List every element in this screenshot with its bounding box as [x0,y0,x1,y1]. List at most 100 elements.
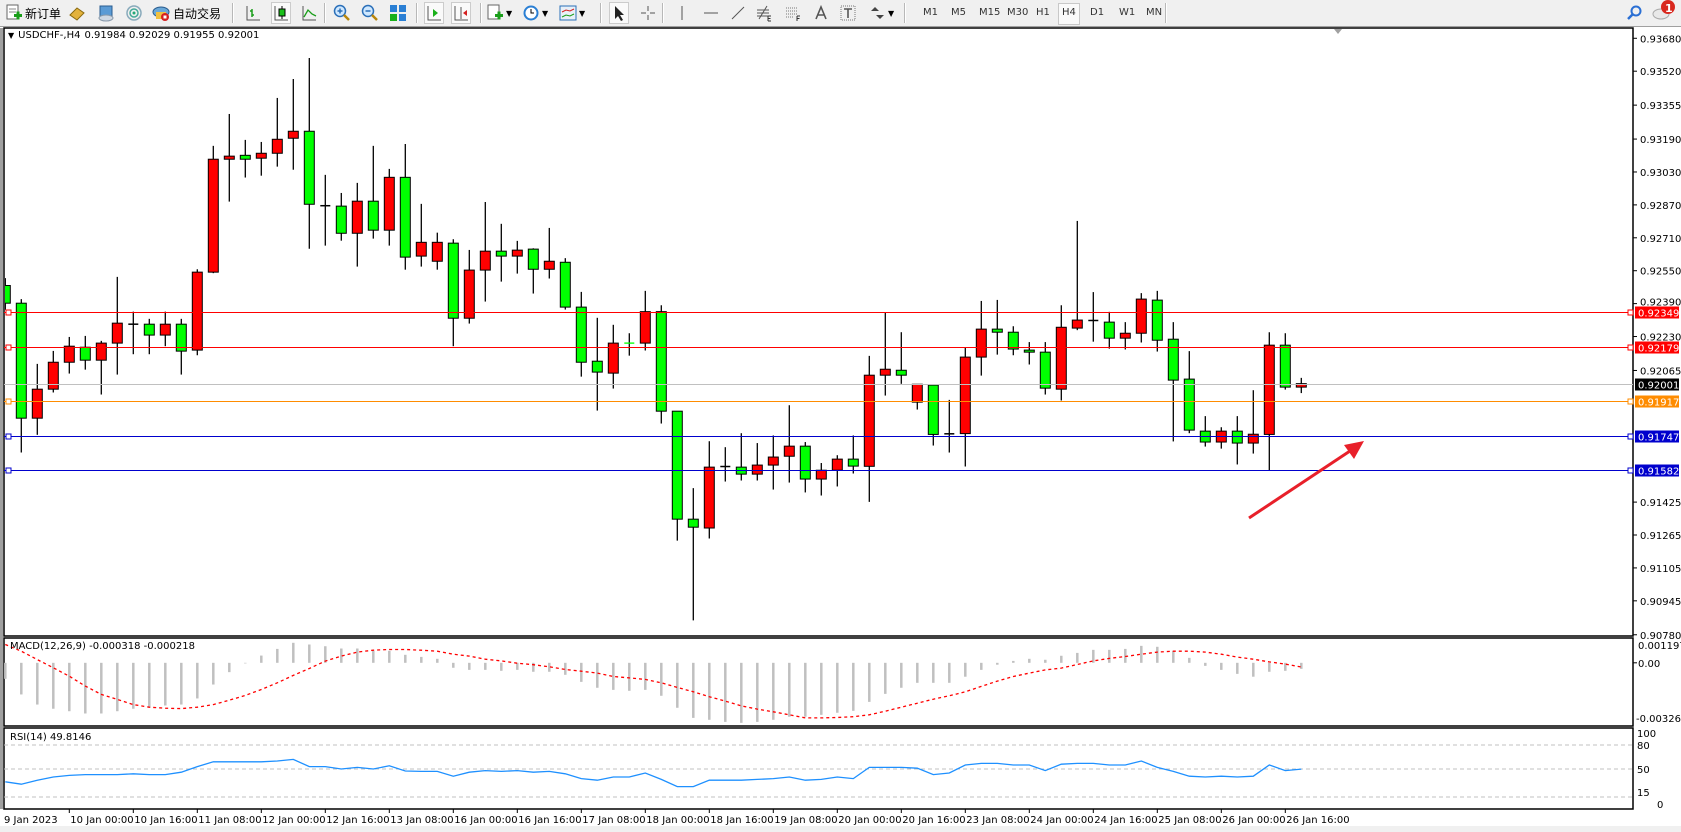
text-label-icon [840,5,856,21]
candle-body [671,410,683,520]
price-axis-label: 0.93030 [1640,168,1681,179]
candle [31,363,43,435]
candle-body [383,176,395,231]
line-chart-button[interactable] [300,3,318,23]
fibonacci-fan-button[interactable] [784,3,802,23]
candle [351,182,363,267]
candle [847,435,859,474]
price-axis-label: 0.92065 [1640,366,1681,377]
auto-trading-button[interactable]: 自动交易 [152,3,221,23]
timeframe-mn[interactable]: MN [1146,7,1163,18]
text-label-button[interactable] [839,3,857,23]
candle-body [1151,299,1163,341]
timeframe-d1[interactable]: D1 [1090,7,1105,18]
candle-body [815,469,827,480]
candle [1295,377,1307,394]
fibonacci-expansion-button[interactable] [755,3,773,23]
timeframe-h4[interactable]: H4 [1058,3,1080,25]
candle-body [399,176,411,258]
cursor-button[interactable] [609,2,629,24]
candle-body [1167,338,1179,381]
candle-body [79,346,91,361]
candle [591,317,603,411]
chart-menu-triangle-icon[interactable]: ▼ [8,31,15,40]
time-axis-label: 18 Jan 16:00 [710,815,773,826]
price-tag [1635,464,1679,477]
chart-canvas[interactable]: 0.93680 0.93520 0.93355 0.93190 0.93030 0.928… [0,27,1681,832]
auto-trading-label: 自动交易 [173,6,222,21]
new-order-button[interactable]: 新订单 [5,3,61,23]
zoom-in-button[interactable] [333,3,351,23]
candle-body [415,241,427,257]
chart-window[interactable]: 0.93680 0.93520 0.93355 0.93190 0.93030 0.928… [0,27,1681,832]
candle-body [543,260,555,270]
candle-body [1247,433,1259,444]
candle [415,203,427,267]
timeframe-m5[interactable]: M5 [951,7,966,18]
price-tag [1635,306,1679,319]
timeframe-m15[interactable]: M15 [979,7,1001,18]
candle [95,340,107,395]
candle-body [143,323,155,336]
price-axis-label: 0.91425 [1640,498,1681,509]
bar-chart-button[interactable] [244,3,262,23]
timeframe-m1[interactable]: M1 [923,7,938,18]
candle [303,58,315,249]
arrows-button[interactable]: ▼ [868,3,894,23]
terminal-button[interactable] [97,3,115,23]
candle-body [1279,344,1291,388]
candle [783,405,795,483]
trendline-button[interactable] [729,3,747,23]
candle [639,290,651,351]
crosshair-button[interactable] [639,3,657,23]
candle-body [1023,349,1035,353]
candle [271,97,283,167]
macd-axis-label: 0.001197 [1638,641,1681,652]
zoom-out-button[interactable] [361,3,379,23]
candle-body [495,250,507,257]
candle-body [703,466,715,529]
candle-body [863,374,875,467]
horizontal-line-button[interactable] [702,3,720,23]
price-axis-label: 0.93680 [1640,34,1681,45]
templates-button[interactable]: ▼ [559,3,585,23]
text-button[interactable] [812,3,830,23]
ohlc-values: 0.91984 0.92029 0.91955 0.92001 [84,30,260,41]
new-chart-button[interactable]: ▼ [486,3,512,23]
price-tag [1635,430,1679,443]
text-icon [815,4,827,20]
candle-body [927,384,939,435]
price-axis-label: 0.92390 [1640,298,1681,309]
candle-body [831,458,843,471]
timeframe-w1[interactable]: W1 [1119,7,1136,18]
time-axis-label: 9 Jan 2023 [4,815,58,826]
rsi-axis-label: 80 [1637,741,1650,752]
auto-scroll-button[interactable] [424,2,444,24]
candle [720,447,731,482]
tile-windows-button[interactable] [389,3,407,23]
candle-body [47,361,59,390]
candle-body [1263,344,1275,435]
chart-shift-button[interactable] [451,2,471,24]
metaeditor-button[interactable] [68,3,86,23]
signals-button[interactable] [125,3,143,23]
notifications-button[interactable]: 1 [1651,0,1677,21]
chevron-down-icon: ▼ [506,8,513,18]
candle-body [527,248,539,270]
candle-body [687,518,699,528]
candle [159,311,171,347]
periods-icon [523,5,539,21]
search-button[interactable] [1625,3,1643,23]
candle [479,202,491,302]
macd-axis-label: -0.003263 [1636,714,1681,725]
vertical-line-button[interactable] [673,3,691,23]
periods-button[interactable]: ▼ [522,3,548,23]
candle-body [367,200,379,231]
timeframe-m30[interactable]: M30 [1007,7,1029,18]
candlestick-button[interactable] [271,2,291,24]
candle [575,291,587,377]
time-axis-label: 16 Jan 00:00 [454,815,517,826]
price-axis-label: 0.92710 [1640,234,1681,245]
candle-body [335,205,347,234]
timeframe-h1[interactable]: H1 [1036,7,1050,18]
